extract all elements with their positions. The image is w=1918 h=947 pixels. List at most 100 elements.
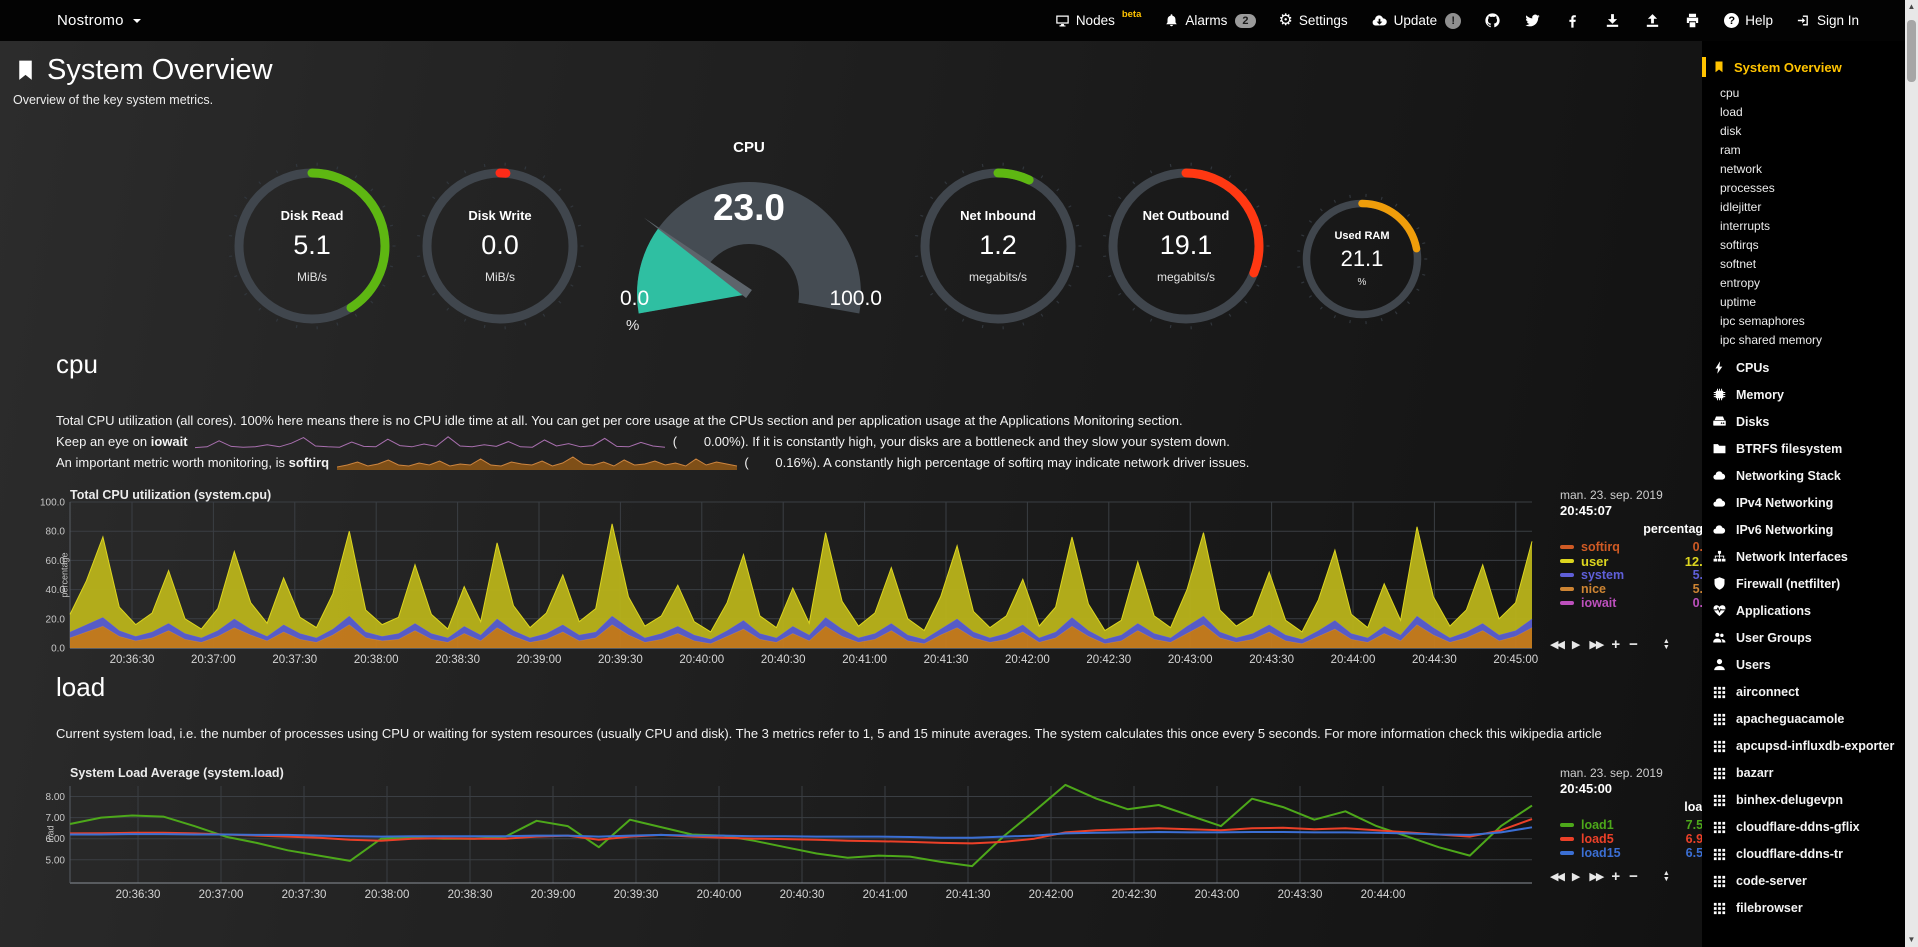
softirq-value: 0.16 <box>775 455 801 470</box>
facebook-icon[interactable] <box>1564 12 1581 29</box>
sidebar-item-entropy[interactable]: entropy <box>1720 276 1761 290</box>
legend-value: 0.2 <box>1692 540 1702 554</box>
gauge-net-outbound[interactable]: Net Outbound 19.1 megabits/s <box>1092 133 1280 345</box>
hostname-dropdown[interactable]: Nostromo <box>57 12 141 29</box>
sidebar-item-ipc-shared-memory[interactable]: ipc shared memory <box>1720 333 1823 347</box>
update-button[interactable]: Update ! <box>1371 12 1462 29</box>
page-scrollbar[interactable]: ▲ ▼ <box>1905 0 1918 947</box>
sidebar-section-users[interactable]: Users <box>1712 657 1903 673</box>
twitter-icon[interactable] <box>1524 12 1541 29</box>
gauge-cpu[interactable]: CPU 23.0 0.0 100.0 % <box>594 139 904 347</box>
github-icon[interactable] <box>1484 12 1501 29</box>
toolbox-play-button[interactable]: ▶ <box>1571 639 1581 651</box>
sidebar-item-idlejitter[interactable]: idlejitter <box>1720 200 1762 214</box>
legend-row-iowait[interactable]: iowait 0.0 <box>1560 596 1702 610</box>
sidebar-subitems: cpu load disk ram network processes idlejitter… <box>1720 84 1903 350</box>
legend-value: 0.0 <box>1692 596 1702 610</box>
printer-icon[interactable] <box>1684 12 1701 29</box>
chart-resize-handle[interactable]: ▲ ▼ <box>1662 869 1670 883</box>
download-icon[interactable] <box>1604 12 1621 29</box>
sidebar-item-uptime[interactable]: uptime <box>1720 295 1757 309</box>
legend-swatch <box>1560 545 1574 549</box>
sidebar-item-ram[interactable]: ram <box>1720 143 1741 157</box>
sidebar-item-ipc-semaphores[interactable]: ipc semaphores <box>1720 314 1805 328</box>
sidebar-section-disks[interactable]: Disks <box>1712 414 1903 430</box>
sidebar-section-firewall-netfilter-[interactable]: Firewall (netfilter) <box>1712 576 1903 592</box>
toolbox-backwards-button[interactable]: ◀◀ <box>1550 639 1565 651</box>
toolbox-zoom-in-button[interactable]: + <box>1611 868 1621 885</box>
softirq-sparkline-chart[interactable] <box>336 454 737 470</box>
sidebar-section-cloudflare-ddns-gflix[interactable]: cloudflare-ddns-gflix <box>1712 819 1903 835</box>
svg-text:20:44:00: 20:44:00 <box>1361 889 1406 901</box>
nodes-button[interactable]: Nodes beta <box>1055 9 1141 28</box>
legend-row-user[interactable]: user 12.0 <box>1560 554 1702 569</box>
toolbox-backwards-button[interactable]: ◀◀ <box>1550 871 1565 883</box>
sidebar-item-disk[interactable]: disk <box>1720 124 1742 138</box>
sidebar-section-user-groups[interactable]: User Groups <box>1712 630 1903 646</box>
sidebar-item-softnet[interactable]: softnet <box>1720 257 1757 271</box>
svg-text:20:44:00: 20:44:00 <box>1331 654 1376 666</box>
cpu-plot-area[interactable]: 20:36:30 20:37:00 20:37:30 20:38:00 20:38:30… <box>12 486 1702 668</box>
svg-text:20:38:30: 20:38:30 <box>448 889 493 901</box>
chart-toolbox: ◀◀ ▶ ▶▶ + − ▲ ▼ <box>1550 868 1670 885</box>
legend-row-nice[interactable]: nice 5.6 <box>1560 582 1702 596</box>
load-plot-area[interactable]: 20:36:30 20:37:00 20:37:30 20:38:00 20:38:30… <box>12 764 1702 905</box>
sidebar-item-softirqs[interactable]: softirqs <box>1720 238 1759 252</box>
cloud-download-icon <box>1371 12 1388 29</box>
sidebar-section-airconnect[interactable]: airconnect <box>1712 684 1903 700</box>
sidebar-section-ipv4-networking[interactable]: IPv4 Networking <box>1712 495 1903 511</box>
iowait-sparkline-chart[interactable] <box>195 434 666 449</box>
legend-row-load15[interactable]: load15 6.54 <box>1560 846 1702 860</box>
sidebar-section-memory[interactable]: Memory <box>1712 387 1903 403</box>
legend-row-system[interactable]: system 5.3 <box>1560 568 1702 582</box>
sidebar-section-cloudflare-ddns-tr[interactable]: cloudflare-ddns-tr <box>1712 846 1903 862</box>
gauge-title: Disk Read <box>280 208 344 223</box>
sidebar-item-cpu[interactable]: cpu <box>1720 86 1740 100</box>
gauge-net-inbound[interactable]: Net Inbound 1.2 megabits/s <box>904 133 1092 345</box>
sidebar-section-network-interfaces[interactable]: Network Interfaces <box>1712 549 1903 565</box>
sidebar-section-networking-stack[interactable]: Networking Stack <box>1712 468 1903 484</box>
sidebar-section-cpus[interactable]: CPUs <box>1712 360 1903 376</box>
sidebar-item-load[interactable]: load <box>1720 105 1743 119</box>
sidebar-section-apcupsd-influxdb-exporter[interactable]: apcupsd-influxdb-exporter <box>1712 738 1903 754</box>
load-average-chart[interactable]: System Load Average (system.load) man. 2… <box>12 764 1702 905</box>
toolbox-zoom-out-button[interactable]: − <box>1629 636 1638 653</box>
sidebar-item-system-overview[interactable]: System Overview <box>1702 57 1903 77</box>
scroll-down-icon[interactable]: ▼ <box>1907 935 1916 944</box>
sidebar-section-code-server[interactable]: code-server <box>1712 873 1903 889</box>
sidebar-section-ipv6-networking[interactable]: IPv6 Networking <box>1712 522 1903 538</box>
sidebar-section-btrfs-filesystem[interactable]: BTRFS filesystem <box>1712 441 1903 457</box>
sidebar-section-binhex-delugevpn[interactable]: binhex-delugevpn <box>1712 792 1903 808</box>
sidebar-section-filebrowser[interactable]: filebrowser <box>1712 900 1903 916</box>
sign-in-button[interactable]: Sign In <box>1796 13 1859 28</box>
netdata-logo-icon[interactable] <box>13 8 41 33</box>
toolbox-forwards-button[interactable]: ▶▶ <box>1589 639 1604 651</box>
scrollbar-thumb[interactable] <box>1907 20 1916 82</box>
chart-resize-handle[interactable]: ▲ ▼ <box>1662 637 1670 651</box>
legend-row-softirq[interactable]: softirq 0.2 <box>1560 540 1702 554</box>
gauge-disk-read[interactable]: Disk Read 5.1 MiB/s <box>218 133 406 345</box>
cpu-utilization-chart[interactable]: Total CPU utilization (system.cpu) man. … <box>12 486 1702 668</box>
svg-text:20:41:30: 20:41:30 <box>946 889 991 901</box>
scroll-up-icon[interactable]: ▲ <box>1907 2 1916 11</box>
toolbox-play-button[interactable]: ▶ <box>1571 871 1581 883</box>
gauge-used-ram[interactable]: Used RAM 21.1 % <box>1280 133 1444 345</box>
help-button[interactable]: ? Help <box>1724 13 1773 28</box>
svg-text:20:37:00: 20:37:00 <box>199 889 244 901</box>
alarms-button[interactable]: Alarms 2 <box>1164 13 1256 28</box>
sidebar-item-network[interactable]: network <box>1720 162 1763 176</box>
sidebar-item-interrupts[interactable]: interrupts <box>1720 219 1771 233</box>
gauge-disk-write[interactable]: Disk Write 0.0 MiB/s <box>406 133 594 345</box>
legend-swatch <box>1560 573 1574 577</box>
legend-row-load1[interactable]: load1 7.57 <box>1560 818 1702 832</box>
settings-button[interactable]: ⚙ Settings <box>1279 13 1348 29</box>
legend-row-load5[interactable]: load5 6.93 <box>1560 832 1702 846</box>
sidebar-item-processes[interactable]: processes <box>1720 181 1775 195</box>
sidebar-section-apacheguacamole[interactable]: apacheguacamole <box>1712 711 1903 727</box>
toolbox-zoom-out-button[interactable]: − <box>1629 868 1638 885</box>
sidebar-section-bazarr[interactable]: bazarr <box>1712 765 1903 781</box>
toolbox-forwards-button[interactable]: ▶▶ <box>1589 871 1604 883</box>
sidebar-section-applications[interactable]: Applications <box>1712 603 1903 619</box>
upload-icon[interactable] <box>1644 12 1661 29</box>
toolbox-zoom-in-button[interactable]: + <box>1611 636 1621 653</box>
